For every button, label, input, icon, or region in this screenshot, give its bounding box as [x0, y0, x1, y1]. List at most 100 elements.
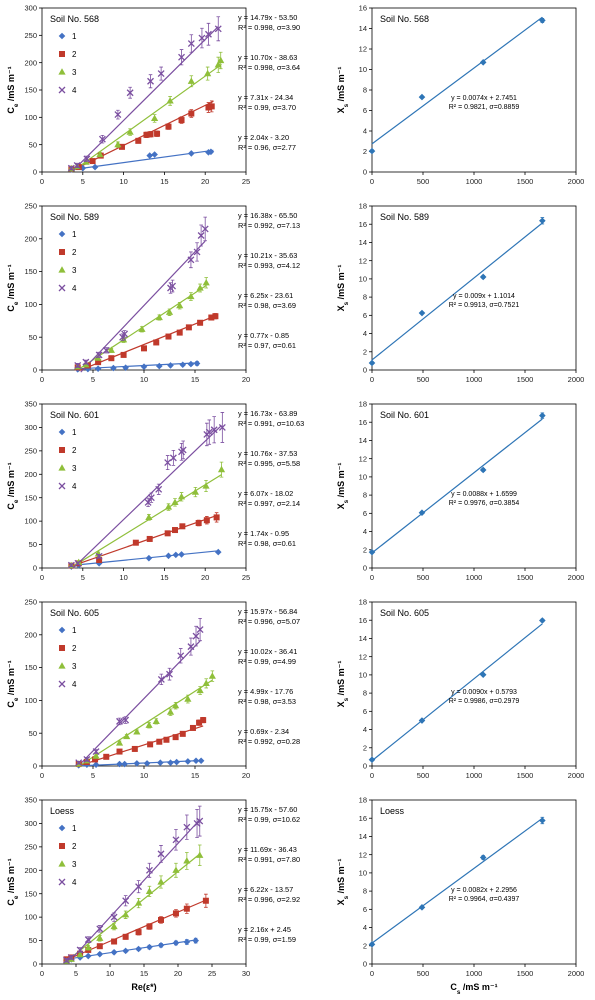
- data-point: [197, 319, 204, 326]
- data-point: [76, 950, 84, 958]
- x-tick-label: 0: [40, 177, 44, 186]
- panel-title: Soil No. 568: [50, 14, 99, 24]
- data-point: [121, 760, 128, 768]
- y-tick-label: 10: [359, 472, 367, 481]
- y-tick-label: 18: [359, 598, 367, 607]
- x-tick-label: 1000: [466, 771, 483, 780]
- fit-equation: y = 10.76x - 37.53: [238, 449, 297, 458]
- data-point: [418, 717, 426, 724]
- data-point: [213, 514, 220, 521]
- y-tick-label: 250: [24, 842, 37, 851]
- y-tick-label: 0: [363, 366, 367, 375]
- x-tick-label: 500: [417, 573, 430, 582]
- y-axis-label: Ce /mS m⁻¹: [6, 462, 20, 509]
- y-tick-label: 12: [359, 256, 367, 265]
- data-point: [151, 151, 158, 158]
- data-point: [92, 752, 100, 759]
- panel-title: Soil No. 589: [380, 212, 429, 222]
- fit-equation: y = 1.74x - 0.95: [238, 529, 289, 538]
- fit-stats: R² = 0.97, σ=0.61: [238, 341, 296, 350]
- data-point: [147, 741, 154, 748]
- data-point: [214, 61, 222, 68]
- data-point: [107, 346, 115, 353]
- x-tick-label: 1500: [517, 177, 534, 186]
- fit-equation: y = 10.02x - 36.41: [238, 647, 297, 656]
- data-point: [172, 734, 179, 741]
- fit-stats: R² = 0.9964, σ=0.4397: [449, 896, 520, 903]
- y-tick-label: 200: [24, 58, 37, 67]
- data-point: [217, 465, 226, 473]
- data-point: [172, 866, 180, 873]
- data-point: [192, 937, 199, 944]
- y-tick-label: 0: [33, 960, 37, 969]
- fit-line: [78, 640, 201, 766]
- data-point: [147, 77, 154, 85]
- data-point: [96, 150, 104, 158]
- data-point: [166, 97, 174, 104]
- y-tick-label: 0: [363, 564, 367, 573]
- data-point: [202, 278, 210, 286]
- data-point: [169, 282, 177, 290]
- data-point: [172, 939, 180, 947]
- y-tick-label: 16: [359, 4, 367, 13]
- y-tick-label: 4: [363, 725, 367, 734]
- data-point: [172, 527, 179, 534]
- data-point: [158, 916, 164, 923]
- fit-equation: y = 6.25x - 23.61: [238, 291, 293, 300]
- data-point: [479, 273, 487, 281]
- fit-equation: y = 0.69x - 2.34: [238, 727, 289, 736]
- data-point: [146, 923, 153, 930]
- fit-equation: y = 16.73x - 63.89: [238, 409, 297, 418]
- y-tick-label: 8: [363, 887, 367, 896]
- data-point: [187, 643, 195, 651]
- legend-label: 2: [72, 248, 77, 257]
- data-point: [178, 53, 185, 61]
- data-point: [368, 548, 376, 556]
- y-tick-label: 250: [24, 31, 37, 40]
- legend-marker: [58, 662, 66, 669]
- legend-label: 1: [72, 626, 77, 635]
- data-point: [171, 498, 179, 505]
- fit-equation: y = 2.16x + 2.45: [238, 925, 291, 934]
- data-point: [157, 759, 164, 767]
- x-tick-label: 500: [417, 771, 430, 780]
- x-tick-label: 0: [370, 177, 374, 186]
- y-tick-label: 350: [24, 796, 37, 805]
- data-point: [122, 897, 130, 905]
- y-tick-label: 300: [24, 819, 37, 828]
- data-point: [165, 333, 172, 340]
- data-point: [187, 40, 195, 47]
- chart-panel-6: 0 500 1000 1500 2000 0 2 4 6 8 10 12 14 16 18 Xs /mS m⁻…: [336, 400, 584, 582]
- data-point: [177, 492, 186, 500]
- data-point: [144, 498, 152, 506]
- legend-label: 4: [72, 680, 77, 689]
- data-point: [63, 956, 70, 964]
- data-point: [197, 757, 205, 765]
- legend-marker: [58, 266, 66, 273]
- data-point: [154, 130, 161, 137]
- legend-label: 1: [72, 824, 77, 833]
- x-tick-label: 25: [242, 177, 250, 186]
- fit-stats: R² = 0.991, σ=7.80: [238, 855, 300, 864]
- x-tick-label: 5: [74, 969, 78, 978]
- y-axis-label: Xs /mS m⁻¹: [336, 463, 350, 510]
- data-point: [205, 30, 212, 38]
- legend-marker: [58, 68, 66, 75]
- data-point: [96, 950, 104, 958]
- panel-title: Soil No. 605: [380, 608, 429, 618]
- data-point: [146, 535, 153, 542]
- data-point: [147, 494, 155, 502]
- fit-stats: R² = 0.99, σ=1.59: [238, 935, 296, 944]
- y-tick-label: 12: [359, 454, 367, 463]
- data-point: [165, 308, 174, 315]
- fit-equation: y = 0.0074x + 2.7451: [451, 95, 517, 102]
- data-point: [184, 695, 192, 702]
- data-point: [94, 365, 102, 372]
- data-point: [122, 947, 129, 955]
- x-tick-label: 20: [201, 177, 209, 186]
- data-point: [123, 732, 131, 740]
- y-tick-label: 50: [29, 540, 37, 549]
- y-tick-label: 18: [359, 400, 367, 409]
- legend-label: 1: [72, 230, 77, 239]
